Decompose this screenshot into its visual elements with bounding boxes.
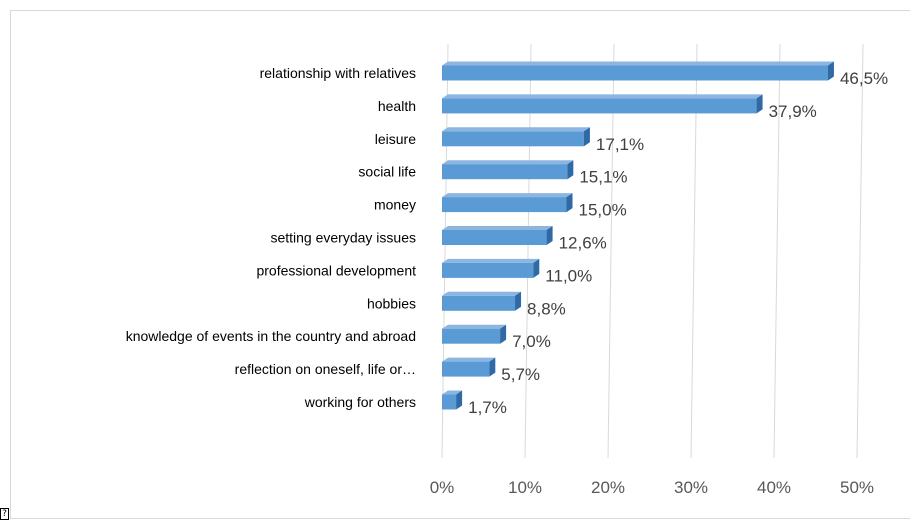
x-tick-label: 30% [674, 478, 708, 497]
bar [442, 226, 553, 245]
bar-top-face [442, 325, 506, 329]
category-label: professional development [256, 262, 416, 278]
category-label: money [374, 197, 416, 213]
data-label: 37,9% [769, 102, 817, 121]
bar-top-face [442, 62, 834, 66]
gridline [857, 44, 863, 458]
bar [442, 94, 763, 113]
category-label: knowledge of events in the country and a… [126, 328, 416, 344]
bar-top-face [442, 358, 495, 362]
bar-front-face [442, 164, 567, 179]
bar-top-face [442, 94, 763, 98]
category-label: working for others [304, 394, 416, 410]
bar-front-face [442, 230, 547, 245]
bar-top-face [442, 160, 573, 164]
bar-front-face [442, 98, 757, 113]
category-label: leisure [375, 131, 416, 147]
category-label: hobbies [367, 295, 416, 311]
bar-front-face [442, 197, 567, 212]
category-label: social life [358, 164, 416, 180]
bar-top-face [442, 127, 590, 131]
x-tick-label: 40% [757, 478, 791, 497]
bar-top-face [442, 193, 573, 197]
category-label: reflection on oneself, life or… [235, 361, 416, 377]
x-tick-label: 50% [840, 478, 874, 497]
bar-front-face [442, 263, 533, 278]
bar [442, 325, 506, 344]
bar-front-face [442, 329, 500, 344]
bar-top-face [442, 226, 553, 230]
bar [442, 391, 462, 410]
bar-front-face [442, 66, 828, 81]
bar [442, 62, 834, 81]
bar-top-face [442, 292, 521, 296]
bar [442, 160, 573, 179]
bar [442, 193, 573, 212]
category-label: relationship with relatives [260, 65, 416, 81]
data-label: 8,8% [527, 299, 566, 318]
data-label: 5,7% [501, 365, 540, 384]
bar-front-face [442, 362, 489, 377]
data-label: 11,0% [545, 266, 592, 285]
data-label: 17,1% [596, 135, 644, 154]
bar-front-face [442, 296, 515, 311]
bar [442, 292, 521, 311]
x-tick-label: 10% [508, 478, 542, 497]
data-label: 7,0% [512, 332, 551, 351]
bar [442, 127, 590, 146]
corner-glyph: ? [0, 508, 9, 520]
category-label: setting everyday issues [270, 230, 416, 246]
bar-front-face [442, 131, 584, 146]
data-label: 46,5% [840, 69, 888, 88]
data-label: 15,0% [579, 201, 627, 220]
data-label: 15,1% [579, 168, 627, 187]
bar-front-face [442, 395, 456, 410]
x-tick-label: 0% [430, 478, 455, 497]
data-label: 12,6% [559, 234, 607, 253]
bar [442, 358, 495, 377]
x-tick-label: 20% [591, 478, 625, 497]
bar-top-face [442, 259, 539, 263]
bar [442, 259, 539, 278]
data-label: 1,7% [468, 398, 507, 417]
category-label: health [378, 98, 416, 114]
